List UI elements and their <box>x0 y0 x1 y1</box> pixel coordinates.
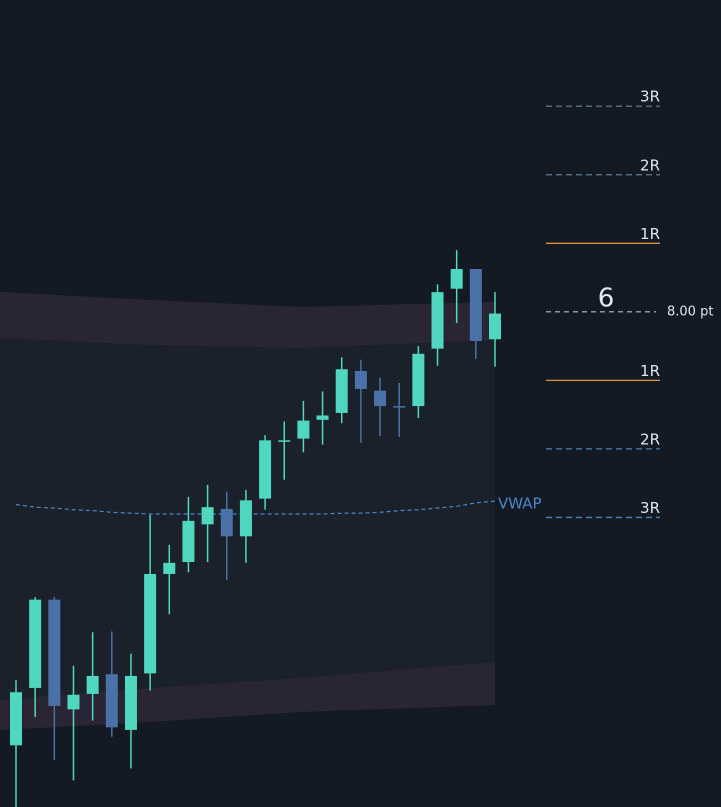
candle-body <box>412 353 425 407</box>
level-label: 2R <box>640 430 660 448</box>
candle-body <box>354 370 367 389</box>
candle-body <box>393 406 406 408</box>
vwap-line <box>15 500 496 515</box>
candle-body <box>469 269 482 341</box>
candle-body <box>297 420 310 439</box>
candle-body <box>144 573 157 674</box>
plot: 3R 2R 1R 1R 2R 3R 8.00 pt 6 VWAP <box>10 88 713 807</box>
candle-body <box>316 415 329 420</box>
candle-body <box>239 500 252 537</box>
candle-body <box>86 675 99 694</box>
candle-body <box>124 675 137 730</box>
candle-body <box>105 674 118 728</box>
candle-body <box>67 694 80 710</box>
level-label: 1R <box>640 225 660 243</box>
candle-body <box>10 692 22 746</box>
candle-body <box>220 508 233 537</box>
lower-band <box>0 662 495 730</box>
vwap-label: VWAP <box>498 495 542 513</box>
entry-annotation: 6 <box>598 283 615 313</box>
candle-body <box>489 313 501 340</box>
candle-body <box>29 599 42 688</box>
upper-band <box>0 292 495 348</box>
candle-body <box>259 440 272 499</box>
entry-label: 8.00 pt <box>667 304 713 319</box>
candle-body <box>48 599 61 706</box>
candle-body <box>182 520 195 562</box>
level-label: 2R <box>640 156 660 174</box>
candle-body <box>201 507 214 525</box>
candle-body <box>278 440 291 442</box>
candle-body <box>163 562 176 574</box>
candle-body <box>335 369 348 413</box>
level-label: 3R <box>640 499 660 517</box>
level-label: 1R <box>640 362 660 380</box>
candle-body <box>374 390 387 407</box>
candle-body <box>450 269 463 289</box>
level-label: 3R <box>640 88 660 106</box>
candle-body <box>431 292 444 349</box>
